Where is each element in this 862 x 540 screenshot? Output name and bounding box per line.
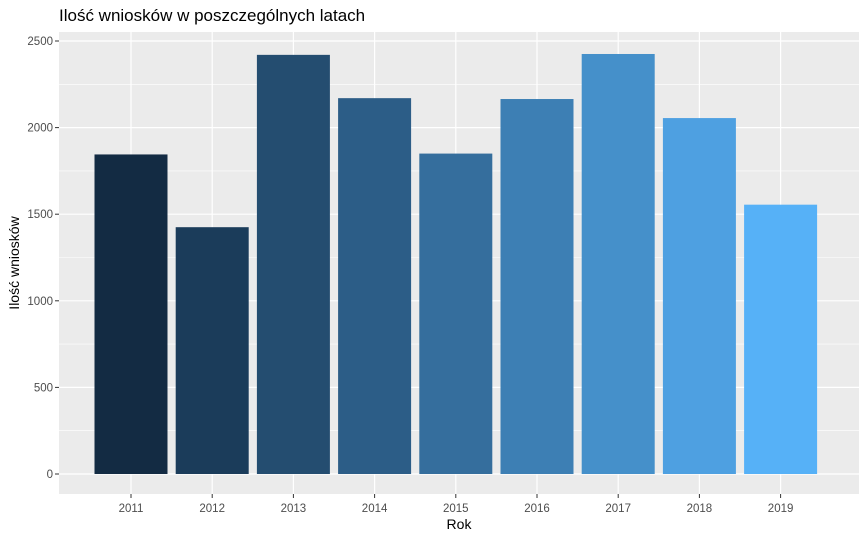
x-tick-label: 2018 xyxy=(687,503,713,515)
y-axis-title: Ilość wniosków xyxy=(6,215,22,309)
bar-2019 xyxy=(744,204,818,474)
y-tick-label: 1000 xyxy=(27,296,53,308)
x-tick-label: 2017 xyxy=(605,503,631,515)
chart-title: Ilość wniosków w poszczególnych latach xyxy=(59,6,366,25)
bar-2016 xyxy=(500,99,574,474)
y-axis: 0 500 1000 1500 2000 2500 xyxy=(27,36,59,481)
x-tick-label: 2013 xyxy=(281,503,307,515)
x-axis-title: Rok xyxy=(447,516,473,532)
x-tick-label: 2016 xyxy=(524,503,550,515)
y-tick-label: 2000 xyxy=(27,123,53,135)
y-tick-label: 1500 xyxy=(27,209,53,221)
x-tick-label: 2014 xyxy=(362,503,388,515)
x-tick-label: 2011 xyxy=(119,503,144,515)
bar-2011 xyxy=(94,154,168,475)
bar-2017 xyxy=(581,53,655,475)
bar-2014 xyxy=(338,98,412,474)
bar-2015 xyxy=(419,153,493,474)
bar-2013 xyxy=(256,54,330,475)
y-tick-label: 500 xyxy=(34,382,53,394)
bar-2018 xyxy=(662,118,736,474)
y-tick-label: 0 xyxy=(47,469,53,481)
bar-2012 xyxy=(175,227,249,474)
x-tick-label: 2019 xyxy=(768,503,794,515)
x-axis: 2011 2012 2013 2014 2015 2016 2017 2018 2019 xyxy=(119,494,794,515)
x-tick-label: 2015 xyxy=(443,503,469,515)
x-tick-label: 2012 xyxy=(199,503,225,515)
bars xyxy=(94,53,818,475)
y-tick-label: 2500 xyxy=(27,36,53,48)
